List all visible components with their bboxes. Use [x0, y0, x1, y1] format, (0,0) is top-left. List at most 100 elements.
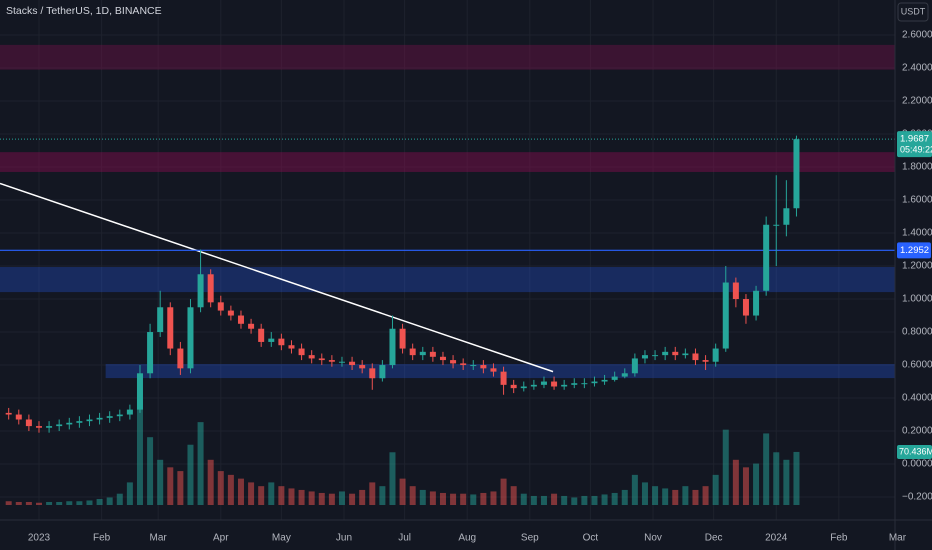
volume-bar	[450, 493, 457, 505]
candle-body	[480, 365, 487, 369]
x-tick-label: Feb	[830, 533, 848, 544]
volume-bar	[35, 502, 42, 505]
candle-body	[328, 360, 335, 362]
volume-bar	[227, 474, 234, 505]
y-tick-label: 1.4000	[902, 228, 932, 239]
volume-bar	[389, 452, 396, 505]
candle-body	[732, 282, 739, 300]
volume-badge	[897, 444, 932, 459]
volume-bar	[217, 471, 224, 505]
candle-body	[136, 373, 143, 410]
candle-body	[591, 381, 598, 384]
volume-bar	[369, 482, 376, 505]
volume-bar	[439, 492, 446, 505]
candle-body	[157, 307, 164, 333]
candle-body	[288, 345, 295, 349]
candle-body	[318, 358, 325, 361]
currency: USDT	[901, 6, 926, 16]
candle-body	[237, 315, 244, 324]
candle-body	[258, 328, 265, 342]
volume-bar	[732, 459, 739, 505]
last-price-label: 1.9687	[900, 134, 929, 145]
candle-body	[15, 414, 22, 420]
volume-bar	[540, 495, 547, 505]
y-tick-label: 0.0000	[902, 459, 932, 470]
volume-label: 70.436M	[899, 446, 932, 456]
volume-bar	[349, 493, 356, 505]
volume-bar	[248, 482, 255, 505]
candle-body	[722, 282, 729, 349]
volume-bar	[268, 482, 275, 505]
candle-body	[763, 224, 770, 291]
volume-bar	[591, 495, 598, 505]
volume-bar	[753, 463, 760, 505]
y-tick-label: 2.6000	[902, 30, 932, 41]
y-tick-label: 1.6000	[902, 195, 932, 206]
candle-body	[601, 379, 608, 382]
volume-bar	[207, 459, 214, 505]
candle-body	[470, 365, 477, 367]
volume-bar	[157, 459, 164, 505]
volume-bar	[460, 493, 467, 505]
candle-body	[490, 368, 497, 372]
candle-body	[96, 417, 103, 420]
volume-bar	[86, 500, 93, 505]
volume-bar	[399, 478, 406, 505]
volume-bar	[187, 444, 194, 505]
volume-bar	[197, 422, 204, 505]
price-line-label: 1.2952	[900, 245, 929, 256]
volume-bar	[359, 489, 366, 505]
volume-bar	[76, 501, 83, 505]
x-tick-label: Jun	[336, 533, 352, 544]
x-tick-label: Jul	[398, 533, 411, 544]
candle-body	[551, 381, 558, 387]
candle-body	[76, 421, 83, 423]
x-tick-label: Nov	[644, 533, 662, 544]
candle-body	[5, 412, 12, 415]
volume-bar	[147, 437, 154, 505]
volume-bar	[328, 493, 335, 505]
candle-body	[530, 384, 537, 387]
candle-body	[217, 302, 224, 311]
volume-bar	[662, 488, 669, 505]
volume-bar	[177, 471, 184, 505]
candle-body	[359, 365, 366, 369]
x-tick-label: May	[272, 533, 291, 544]
volume-bar	[783, 459, 790, 505]
candle-body	[631, 358, 638, 374]
candle-body	[187, 307, 194, 369]
y-tick-label: 0.4000	[902, 393, 932, 404]
volume-bar	[712, 474, 719, 505]
candle-body	[692, 353, 699, 361]
candle-body	[641, 355, 648, 359]
candle-body	[126, 409, 133, 415]
candle-body	[25, 419, 32, 427]
y-tick-label: −0.2000	[902, 492, 932, 503]
volume-bar	[722, 429, 729, 505]
x-tick-label: Feb	[93, 533, 111, 544]
candle-body	[389, 328, 396, 366]
candle-body	[773, 224, 780, 226]
candle-body	[177, 348, 184, 369]
volume-bar	[793, 451, 800, 505]
candle-body	[793, 139, 800, 209]
candle-body	[460, 363, 467, 366]
countdown: 05:49:22	[900, 145, 932, 155]
y-tick-label: 2.4000	[902, 63, 932, 74]
candle-body	[349, 361, 356, 366]
x-tick-label: Sep	[521, 533, 539, 544]
candle-body	[561, 384, 568, 387]
volume-bar	[621, 489, 628, 505]
price-zone	[105, 364, 896, 379]
candle-body	[712, 348, 719, 362]
volume-bar	[338, 491, 345, 505]
candle-body	[682, 353, 689, 356]
volume-bar	[692, 489, 699, 505]
candle-body	[419, 351, 426, 356]
chart-title: Stacks / TetherUS, 1D, BINANCE	[6, 5, 162, 17]
volume-bar	[15, 501, 22, 505]
y-tick-label: 0.8000	[902, 327, 932, 338]
price-axis	[895, 0, 932, 520]
volume-bar	[106, 497, 113, 505]
volume-bar	[470, 494, 477, 505]
